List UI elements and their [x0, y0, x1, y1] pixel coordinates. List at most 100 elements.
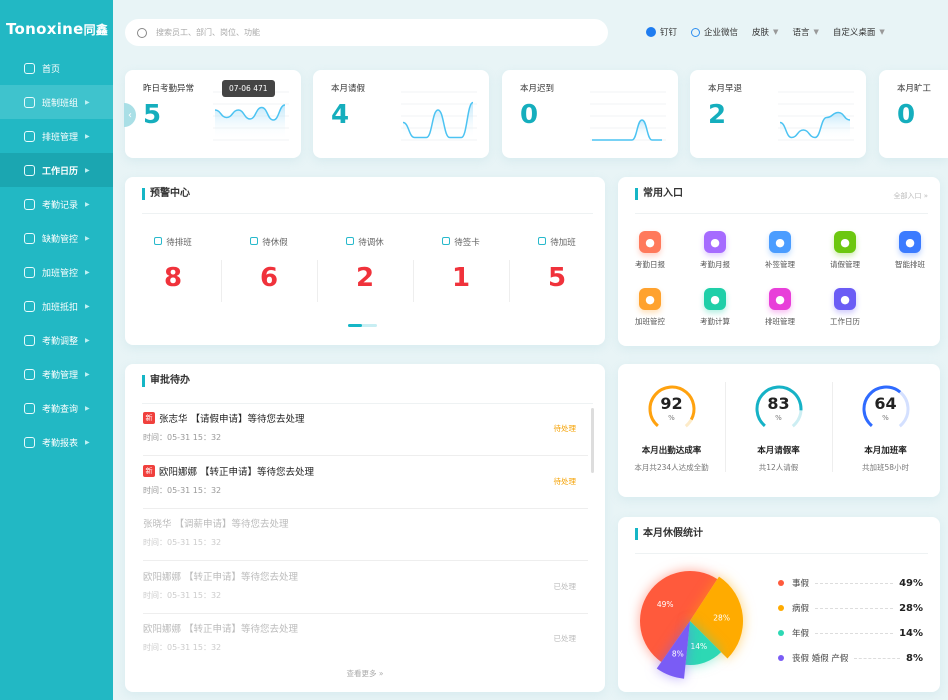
legend-value: 8%: [906, 652, 923, 664]
sidebar-item[interactable]: 考勤记录 ▶: [0, 187, 113, 221]
warning-item[interactable]: 待休假 6: [221, 236, 317, 293]
approval-title: 张志华 【请假申请】等待您去处理: [159, 414, 305, 425]
sparkline-area: [780, 112, 850, 140]
user-icon: [24, 368, 35, 380]
sidebar-item[interactable]: 考勤调整 ▶: [0, 323, 113, 357]
approval-title: 张晓华 【调薪申请】等待您去处理: [143, 519, 289, 530]
entry-shortcut[interactable]: ● 加班管控: [620, 288, 680, 327]
entry-shortcut[interactable]: ● 考勤日报: [620, 231, 680, 270]
language-dropdown[interactable]: 语言 ▼: [792, 28, 819, 38]
legend-dot: [778, 655, 784, 661]
rate-subtitle: 共12人请假: [758, 463, 799, 472]
sidebar-item[interactable]: 考勤管理 ▶: [0, 357, 113, 391]
sidebar-item-label: 考勤查询: [42, 404, 79, 415]
warning-item[interactable]: 待签卡 1: [413, 236, 509, 293]
stat-card[interactable]: 本月迟到 0: [502, 70, 678, 158]
rate-gauge: 64% 本月加班率 共加班58小时: [832, 384, 939, 473]
panel-title: 常用入口: [635, 188, 683, 200]
sparkline-line: [779, 111, 851, 139]
wecom-link[interactable]: 企业微信: [691, 26, 738, 38]
legend-value: 49%: [899, 577, 923, 589]
stat-card[interactable]: 本月早退 2: [690, 70, 866, 158]
sidebar-item-label: 考勤调整: [42, 336, 79, 347]
pie-slice: [640, 571, 718, 662]
approval-item[interactable]: 欧阳娜娜 【转正申请】等待您去处理 时间：05-31 15：32 已处理: [143, 614, 588, 658]
entry-shortcut[interactable]: ● 请假管理: [815, 231, 875, 270]
sidebar-item-label: 考勤记录: [42, 200, 79, 211]
sidebar-item[interactable]: 首页: [0, 51, 113, 85]
scrollbar[interactable]: [591, 408, 594, 473]
custom-desktop-dropdown[interactable]: 自定义桌面 ▼: [832, 28, 885, 38]
stat-card[interactable]: 昨日考勤异常 5 07-06 471: [125, 70, 301, 158]
stat-label: 本月请假: [331, 84, 366, 94]
pie-label: 14%: [690, 642, 707, 651]
approval-item[interactable]: 新张志华 【请假申请】等待您去处理 时间：05-31 15：32 待处理: [143, 404, 588, 456]
all-entries-link[interactable]: 全部入口 »: [893, 192, 928, 200]
skin-dropdown[interactable]: 皮肤 ▼: [752, 28, 779, 38]
entry-icon: ●: [769, 288, 791, 310]
entry-label: 考勤计算: [700, 317, 730, 326]
warning-label: 待调休: [358, 238, 384, 248]
chevron-right-icon: ▶: [85, 200, 90, 208]
entry-shortcut[interactable]: ● 排班管理: [750, 288, 810, 327]
entry-shortcut[interactable]: ● 考勤月报: [685, 231, 745, 270]
warning-item[interactable]: 待排班 8: [125, 236, 221, 293]
warning-icon: [250, 237, 259, 245]
carousel-indicator[interactable]: [348, 324, 377, 327]
entry-label: 补签管理: [765, 260, 795, 269]
rate-value: 83: [767, 394, 790, 413]
sidebar-item-label: 排班管理: [42, 132, 79, 143]
stat-label: 本月迟到: [520, 84, 555, 94]
approval-time: 时间：05-31 15：32: [143, 590, 222, 600]
sparkline-line: [402, 101, 474, 139]
entry-shortcut[interactable]: ● 考勤计算: [685, 288, 745, 327]
warning-label: 待签卡: [454, 238, 480, 248]
sidebar-item[interactable]: 工作日历 ▶: [0, 153, 113, 187]
sparkline: [213, 91, 289, 141]
chevron-right-icon: ▶: [85, 336, 90, 344]
top-links: 钉钉 企业微信 皮肤 ▼ 语言 ▼ 自定义桌面 ▼: [646, 26, 885, 38]
approval-item[interactable]: 新欧阳娜娜 【转正申请】等待您去处理 时间：05-31 15：32 待处理: [143, 457, 588, 509]
common-entries-panel: 常用入口 全部入口 » ● 考勤日报 ● 考勤月报 ● 补签管理 ● 请假管理 ● 智能排班 ● 加班…: [618, 177, 940, 346]
warning-label: 待休假: [262, 238, 288, 248]
stat-value: 4: [331, 100, 350, 130]
chevron-right-icon: ▶: [85, 234, 90, 242]
sidebar-item[interactable]: 排班管理 ▶: [0, 119, 113, 153]
stat-label: 本月早退: [708, 84, 743, 94]
approval-item[interactable]: 欧阳娜娜 【转正申请】等待您去处理 时间：05-31 15：32 已处理: [143, 562, 588, 614]
sidebar-item[interactable]: 缺勤管控 ▶: [0, 221, 113, 255]
entry-shortcut[interactable]: ● 补签管理: [750, 231, 810, 270]
warning-count: 6: [259, 263, 279, 293]
chevron-right-icon: ▶: [85, 268, 90, 276]
approval-time: 时间：05-31 15：32: [143, 485, 222, 495]
sidebar-item[interactable]: 考勤报表 ▶: [0, 425, 113, 459]
sidebar-item[interactable]: 加班抵扣 ▶: [0, 289, 113, 323]
dingtalk-icon: [646, 27, 656, 37]
sidebar-item[interactable]: 班制班组 ▶: [0, 85, 113, 119]
sidebar-item[interactable]: 加班管控 ▶: [0, 255, 113, 289]
stat-label: 昨日考勤异常: [143, 84, 195, 94]
entry-shortcut[interactable]: ● 工作日历: [815, 288, 875, 327]
warning-item[interactable]: 待调休 2: [317, 236, 413, 293]
sidebar-item-label: 班制班组: [42, 98, 79, 109]
view-more-link[interactable]: 查看更多 »: [346, 669, 384, 678]
approval-panel: 审批待办 新张志华 【请假申请】等待您去处理 时间：05-31 15：32 待处理新…: [125, 364, 605, 692]
entry-label: 智能排班: [895, 260, 925, 269]
search-icon: [137, 27, 147, 38]
sparkline-area: [215, 105, 285, 140]
sidebar-item-label: 缺勤管控: [42, 234, 79, 245]
stat-card[interactable]: 本月旷工 0: [879, 70, 948, 158]
search-input[interactable]: 搜索员工、部门、岗位、功能: [125, 19, 608, 46]
sidebar-item-label: 加班抵扣: [42, 302, 79, 313]
carousel-prev-button[interactable]: ‹: [124, 103, 136, 127]
warning-item[interactable]: 待加班 5: [509, 236, 605, 293]
dingtalk-link[interactable]: 钉钉: [646, 26, 677, 38]
gauge-arc: [648, 385, 695, 433]
entry-shortcut[interactable]: ● 智能排班: [880, 231, 940, 270]
approval-title: 欧阳娜娜 【转正申请】等待您去处理: [143, 571, 299, 583]
sidebar-item[interactable]: 考勤查询 ▶: [0, 391, 113, 425]
approval-item[interactable]: 张晓华 【调薪申请】等待您去处理 时间：05-31 15：32: [143, 509, 588, 561]
approval-title: 欧阳娜娜 【转正申请】等待您去处理: [143, 624, 299, 635]
rate-unit: %: [668, 414, 675, 422]
stat-card[interactable]: 本月请假 4: [313, 70, 489, 158]
